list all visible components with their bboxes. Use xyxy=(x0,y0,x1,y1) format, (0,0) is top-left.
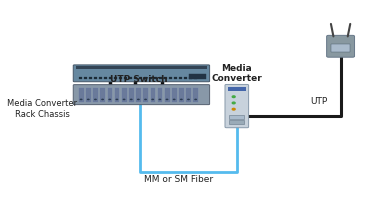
Bar xyxy=(194,88,198,102)
Bar xyxy=(99,77,102,79)
Bar xyxy=(79,77,82,79)
Bar xyxy=(179,77,182,79)
Text: Media
Converter: Media Converter xyxy=(211,64,262,83)
Bar xyxy=(139,77,142,79)
Bar xyxy=(108,88,112,102)
Bar xyxy=(158,88,163,102)
Bar xyxy=(164,77,167,79)
Bar xyxy=(76,66,207,69)
Circle shape xyxy=(194,99,197,100)
Bar xyxy=(331,44,350,52)
Bar xyxy=(86,88,91,102)
Circle shape xyxy=(108,99,111,100)
Circle shape xyxy=(173,99,176,100)
Bar xyxy=(83,77,87,79)
Bar xyxy=(149,77,152,79)
Circle shape xyxy=(187,99,190,100)
Text: UTP: UTP xyxy=(310,97,328,106)
Bar xyxy=(189,77,192,79)
Text: UTP Switch: UTP Switch xyxy=(110,75,168,84)
Bar xyxy=(94,77,97,79)
FancyBboxPatch shape xyxy=(73,85,210,105)
FancyBboxPatch shape xyxy=(73,65,210,82)
Bar xyxy=(189,74,206,79)
Circle shape xyxy=(94,99,97,100)
Bar xyxy=(144,77,147,79)
Bar xyxy=(150,88,155,102)
Bar xyxy=(122,88,127,102)
Bar xyxy=(229,120,244,124)
Circle shape xyxy=(130,99,132,100)
Text: Media Converter
Rack Chassis: Media Converter Rack Chassis xyxy=(7,99,77,119)
Circle shape xyxy=(232,96,235,98)
Bar xyxy=(184,77,187,79)
Bar xyxy=(143,88,148,102)
FancyBboxPatch shape xyxy=(326,35,355,57)
Bar xyxy=(93,88,98,102)
Bar xyxy=(124,77,127,79)
Circle shape xyxy=(180,99,183,100)
Bar xyxy=(174,77,177,79)
Bar xyxy=(159,77,162,79)
Bar xyxy=(129,88,134,102)
Bar xyxy=(115,88,119,102)
Bar xyxy=(129,77,132,79)
Circle shape xyxy=(151,99,154,100)
Circle shape xyxy=(80,99,83,100)
FancyBboxPatch shape xyxy=(225,84,249,128)
Bar xyxy=(134,77,137,79)
Bar xyxy=(136,88,141,102)
Circle shape xyxy=(101,99,104,100)
Circle shape xyxy=(232,108,235,110)
Circle shape xyxy=(144,99,147,100)
Bar xyxy=(114,77,117,79)
Circle shape xyxy=(116,99,118,100)
Circle shape xyxy=(165,99,168,100)
Bar xyxy=(228,87,246,91)
Bar xyxy=(154,77,157,79)
Bar xyxy=(119,77,122,79)
Bar xyxy=(186,88,191,102)
Bar xyxy=(194,77,197,79)
Bar xyxy=(79,88,83,102)
Text: MM or SM Fiber: MM or SM Fiber xyxy=(143,175,213,184)
Bar xyxy=(172,88,177,102)
Bar xyxy=(100,88,105,102)
Bar xyxy=(229,115,244,119)
Circle shape xyxy=(158,99,161,100)
Bar xyxy=(89,77,92,79)
Bar xyxy=(109,77,112,79)
Bar xyxy=(104,77,107,79)
Bar xyxy=(165,88,169,102)
Bar xyxy=(169,77,172,79)
Circle shape xyxy=(87,99,90,100)
Circle shape xyxy=(137,99,140,100)
Bar xyxy=(179,88,184,102)
Circle shape xyxy=(232,102,235,104)
Circle shape xyxy=(123,99,126,100)
